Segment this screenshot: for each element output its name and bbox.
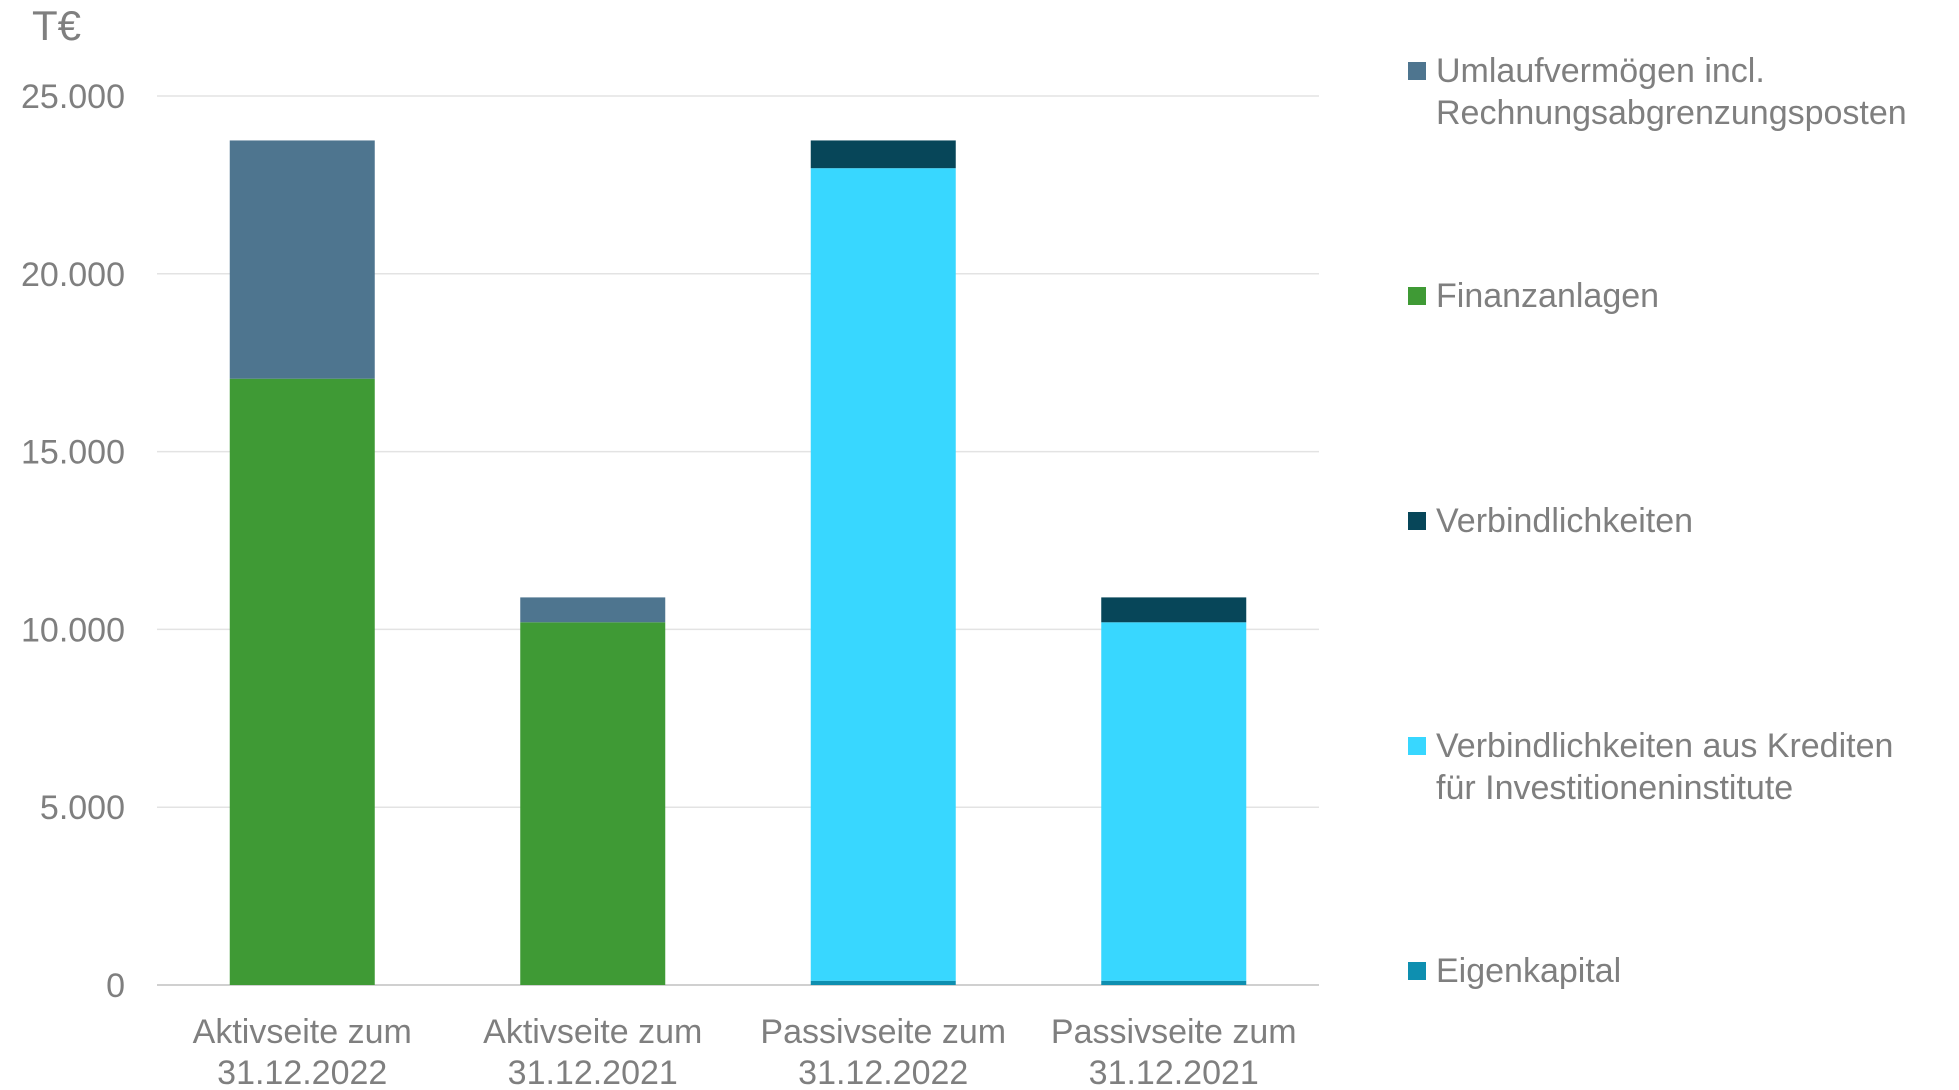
x-category-label-line: 31.12.2022 bbox=[217, 1054, 387, 1090]
y-axis-ticks: 0 5.000 10.000 15.000 20.000 25.000 bbox=[21, 78, 125, 1005]
bar-segment bbox=[229, 378, 375, 985]
legend-label-line: Rechnungsabgrenzungsposten bbox=[1436, 94, 1907, 132]
x-category-label: Aktivseite zum 31.12.2022 bbox=[193, 1013, 412, 1090]
bar-segment bbox=[520, 597, 666, 623]
legend-swatch bbox=[1408, 737, 1426, 755]
legend-label: Verbindlichkeiten bbox=[1436, 500, 1693, 542]
legend-swatch bbox=[1408, 512, 1426, 530]
bar-segment bbox=[810, 980, 956, 985]
legend-swatch bbox=[1408, 62, 1426, 80]
x-category-label: Passivseite zum 31.12.2022 bbox=[760, 1013, 1006, 1090]
bar-segment bbox=[1101, 597, 1247, 623]
x-category-label: Aktivseite zum 31.12.2021 bbox=[483, 1013, 702, 1090]
bar-segment bbox=[520, 622, 666, 985]
x-category-label-line: Passivseite zum bbox=[760, 1013, 1006, 1051]
legend-item: Umlaufvermögen incl. Rechnungsabgrenzungs… bbox=[1408, 50, 1953, 134]
x-category-label-line: 31.12.2021 bbox=[1089, 1054, 1259, 1090]
legend-item: Eigenkapital bbox=[1408, 950, 1953, 992]
legend-swatch bbox=[1408, 287, 1426, 305]
legend-label-line: Finanzanlagen bbox=[1436, 277, 1660, 315]
x-category-label-line: 31.12.2022 bbox=[798, 1054, 968, 1090]
legend-item: Verbindlichkeiten bbox=[1408, 500, 1953, 542]
bar-segment bbox=[1101, 622, 1247, 981]
y-unit-label: T€ bbox=[32, 2, 81, 49]
legend-label-line: für Investitioneninstitute bbox=[1436, 769, 1794, 807]
legend-label-line: Eigenkapital bbox=[1436, 952, 1622, 990]
x-category-label-line: Aktivseite zum bbox=[193, 1013, 412, 1051]
y-tick-label: 0 bbox=[106, 967, 125, 1005]
bar-segment bbox=[810, 140, 956, 169]
legend-swatch bbox=[1408, 962, 1426, 980]
y-tick-label: 15.000 bbox=[21, 434, 125, 472]
bars bbox=[229, 140, 1247, 985]
y-tick-label: 25.000 bbox=[21, 78, 125, 116]
legend: Umlaufvermögen incl. Rechnungsabgrenzungs… bbox=[1408, 0, 1959, 1090]
y-tick-label: 10.000 bbox=[21, 611, 125, 649]
legend-label: Verbindlichkeiten aus Krediten für Invest… bbox=[1436, 725, 1893, 809]
legend-item: Verbindlichkeiten aus Krediten für Invest… bbox=[1408, 725, 1953, 809]
x-category-label-line: Aktivseite zum bbox=[483, 1013, 702, 1051]
legend-label: Umlaufvermögen incl. Rechnungsabgrenzungs… bbox=[1436, 50, 1907, 134]
bar-segment bbox=[229, 140, 375, 379]
y-tick-label: 20.000 bbox=[21, 256, 125, 294]
legend-label-line: Verbindlichkeiten bbox=[1436, 502, 1694, 540]
legend-label: Finanzanlagen bbox=[1436, 275, 1659, 317]
legend-label-line: Verbindlichkeiten aus Krediten bbox=[1436, 727, 1894, 765]
bar-segment bbox=[1101, 980, 1247, 985]
y-tick-label: 5.000 bbox=[40, 789, 125, 827]
x-category-label-line: 31.12.2021 bbox=[508, 1054, 678, 1090]
bar-segment bbox=[810, 168, 956, 981]
legend-label-line: Umlaufvermögen incl. bbox=[1436, 52, 1765, 90]
legend-item: Finanzanlagen bbox=[1408, 275, 1953, 317]
x-category-label: Passivseite zum 31.12.2021 bbox=[1051, 1013, 1297, 1090]
x-category-label-line: Passivseite zum bbox=[1051, 1013, 1297, 1051]
legend-label: Eigenkapital bbox=[1436, 950, 1621, 992]
